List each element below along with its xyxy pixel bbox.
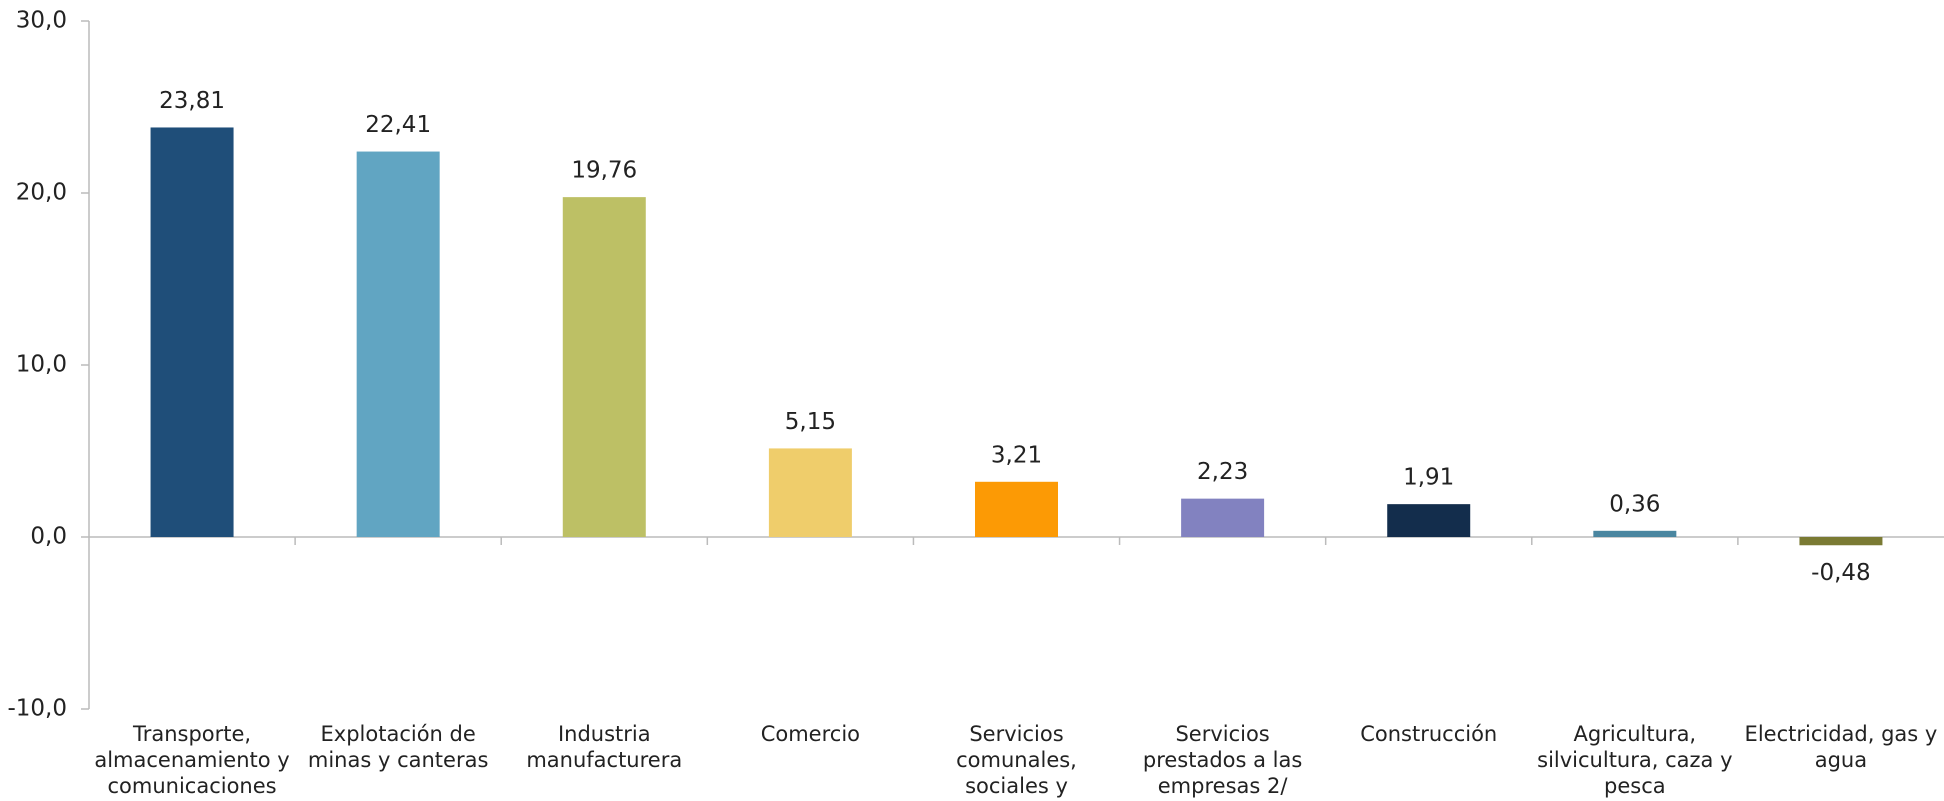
bar [1799,537,1883,546]
bar [150,127,234,537]
bar [562,197,646,538]
data-label: 0,36 [1609,491,1660,517]
x-tick-label: Agricultura, silvicultura, caza y pesca [1537,722,1733,798]
x-tick-label: Electricidad, gas y agua [1744,722,1938,772]
data-label: 22,41 [365,112,431,138]
data-label: 19,76 [571,158,637,184]
x-tick-label: Construcción [1360,722,1498,746]
bar [1593,530,1677,537]
data-label: 23,81 [159,88,225,114]
data-label: 5,15 [785,409,836,435]
data-label: 3,21 [991,442,1042,468]
x-tick-label: Transporte, almacenamiento y comunicacio… [94,722,290,798]
x-tick-label: Industria manufacturera [526,722,683,772]
data-label: -0,48 [1811,560,1871,586]
x-tick-label: Explotación de minas y canteras [307,722,489,772]
bar [356,151,440,537]
x-tick-label: Comercio [760,722,861,746]
data-label: 2,23 [1197,459,1248,485]
data-label: 1,91 [1403,465,1454,491]
bar [1181,498,1265,537]
bar [1387,504,1471,537]
bar [975,481,1058,537]
x-tick-label: Servicios prestados a las empresas 2/ [1142,722,1303,798]
x-tick-label: Servicios comunales, sociales y personal… [956,722,1077,801]
bar [768,448,852,537]
y-tick-label: -10,0 [7,696,67,722]
y-tick-label: 20,0 [16,180,67,206]
y-tick-label: 30,0 [16,8,67,34]
y-tick-label: 10,0 [16,352,67,378]
y-tick-label: 0,0 [30,524,67,550]
